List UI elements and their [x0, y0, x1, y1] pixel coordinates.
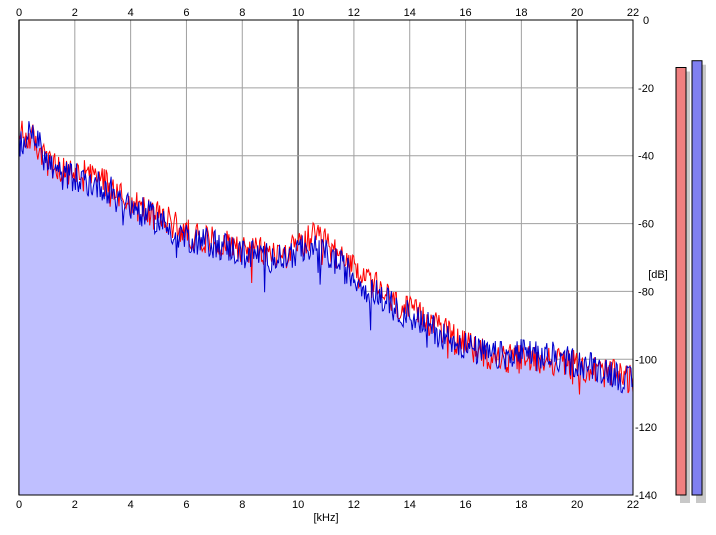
y-tick-label: -120 [635, 422, 657, 434]
x-tick-label-bottom: 2 [72, 499, 78, 511]
x-tick-label-top: 0 [16, 7, 22, 19]
x-axis-label: [kHz] [313, 512, 338, 524]
x-tick-label-top: 20 [571, 7, 583, 19]
x-tick-label-top: 8 [239, 7, 245, 19]
x-tick-label-top: 14 [404, 7, 416, 19]
y-tick-label: -20 [638, 83, 654, 95]
x-tick-label-bottom: 0 [16, 499, 22, 511]
level-meters [675, 60, 706, 503]
y-tick-label: 0 [643, 15, 649, 27]
x-tick-label-top: 2 [72, 7, 78, 19]
x-tick-label-bottom: 10 [292, 499, 304, 511]
level-meter-bar [675, 67, 687, 496]
x-tick-label-top: 16 [459, 7, 471, 19]
x-tick-label-top: 18 [515, 7, 527, 19]
x-tick-label-top: 10 [292, 7, 304, 19]
y-tick-label: -80 [638, 286, 654, 298]
spectrum-layer [18, 120, 634, 495]
x-tick-label-top: 4 [128, 7, 134, 19]
x-tick-label-bottom: 14 [404, 499, 416, 511]
y-tick-label: -140 [635, 490, 657, 502]
y-tick-label: -100 [635, 354, 657, 366]
x-tick-label-top: 22 [627, 7, 639, 19]
spectrum-fill-area [19, 121, 633, 495]
y-axis-label: [dB] [648, 269, 668, 281]
level-meter-bar [691, 60, 703, 496]
y-tick-label: -40 [638, 151, 654, 163]
y-tick-label: -60 [638, 219, 654, 231]
spectrum-trace-left [18, 121, 634, 394]
x-tick-label-top: 12 [348, 7, 360, 19]
x-tick-label-bottom: 16 [459, 499, 471, 511]
plot-frame [18, 19, 634, 496]
x-tick-label-bottom: 18 [515, 499, 527, 511]
x-tick-label-bottom: 8 [239, 499, 245, 511]
x-tick-label-bottom: 6 [183, 499, 189, 511]
x-tick-label-top: 6 [183, 7, 189, 19]
x-tick-label-bottom: 20 [571, 499, 583, 511]
x-tick-label-bottom: 12 [348, 499, 360, 511]
x-tick-label-bottom: 4 [128, 499, 134, 511]
x-tick-label-bottom: 22 [627, 499, 639, 511]
tick-labels: 002244668810101212141416161818202022220-… [16, 7, 657, 511]
